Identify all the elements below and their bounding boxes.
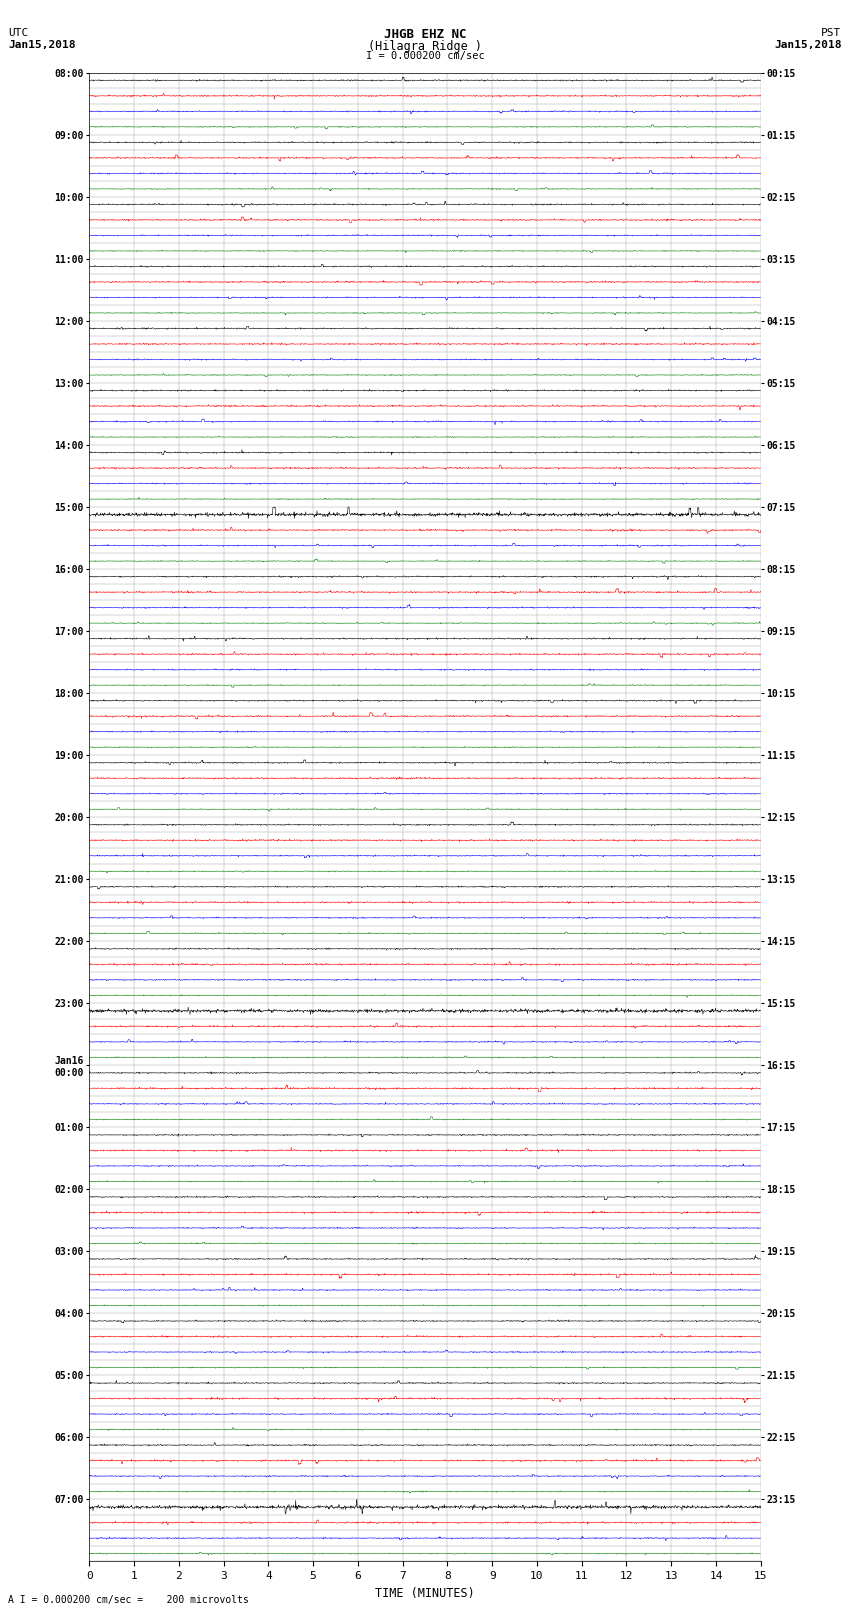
Text: (Hilagra Ridge ): (Hilagra Ridge )	[368, 39, 482, 53]
Text: Jan15,2018: Jan15,2018	[8, 39, 76, 50]
Text: I = 0.000200 cm/sec: I = 0.000200 cm/sec	[366, 50, 484, 61]
Text: JHGB EHZ NC: JHGB EHZ NC	[383, 29, 467, 42]
X-axis label: TIME (MINUTES): TIME (MINUTES)	[375, 1587, 475, 1600]
Text: UTC: UTC	[8, 29, 29, 39]
Text: Jan15,2018: Jan15,2018	[774, 39, 842, 50]
Text: A I = 0.000200 cm/sec =    200 microvolts: A I = 0.000200 cm/sec = 200 microvolts	[8, 1595, 249, 1605]
Text: PST: PST	[821, 29, 842, 39]
